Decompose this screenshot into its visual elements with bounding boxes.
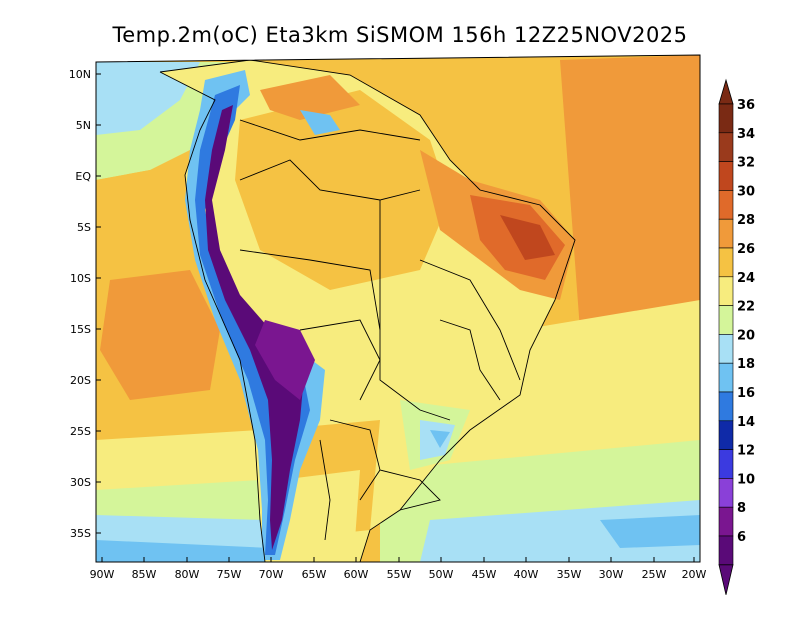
colorbar-swatch bbox=[718, 478, 734, 508]
atlantic-south-mild bbox=[420, 300, 700, 470]
colorbar-swatch bbox=[718, 535, 734, 566]
lon-label-20w: 20W bbox=[682, 568, 707, 581]
lat-label-5s: 5S bbox=[77, 221, 91, 234]
pacific-south-coldest bbox=[96, 540, 270, 562]
colorbar-label: 16 bbox=[737, 386, 755, 401]
border-brazil-inner bbox=[379, 200, 451, 421]
lon-label-35w: 35W bbox=[557, 568, 582, 581]
lon-label-40w: 40W bbox=[514, 568, 539, 581]
border-bolivia bbox=[299, 319, 381, 401]
colorbar-swatch bbox=[718, 276, 734, 306]
altiplano-cold bbox=[255, 320, 315, 400]
northeast-brazil-hottest bbox=[500, 215, 555, 260]
colorbar-swatch bbox=[718, 391, 734, 422]
lat-label-10n: 10N bbox=[69, 68, 91, 81]
colorbar-swatch bbox=[718, 132, 734, 162]
map-frame bbox=[95, 54, 701, 563]
colorbar-label: 30 bbox=[737, 184, 755, 199]
temperature-field bbox=[96, 55, 700, 562]
colorbar-label: 18 bbox=[737, 357, 755, 372]
lon-label-75w: 75W bbox=[217, 568, 242, 581]
lat-ticks bbox=[96, 73, 101, 534]
lat-label-eq: EQ bbox=[75, 170, 91, 183]
colorbar-label: 12 bbox=[737, 444, 755, 459]
colorbar-swatch bbox=[718, 362, 734, 393]
lon-label-60w: 60W bbox=[344, 568, 369, 581]
colorbar-swatch bbox=[718, 305, 734, 335]
lat-label-10s: 10S bbox=[70, 272, 91, 285]
lon-label-55w: 55W bbox=[387, 568, 412, 581]
border-peru-brazil bbox=[239, 249, 381, 331]
south-brazil-cold-spot bbox=[430, 430, 450, 448]
colorbar-bottom-arrow bbox=[718, 564, 734, 595]
guiana-highlands-cool bbox=[300, 110, 340, 135]
atlantic-south-cold-patch bbox=[600, 515, 700, 548]
colorbar-label: 22 bbox=[737, 300, 755, 315]
lon-ticks bbox=[101, 557, 695, 562]
colorbar-swatch bbox=[718, 506, 734, 537]
lat-label-30s: 30S bbox=[70, 476, 91, 489]
lon-label-45w: 45W bbox=[472, 568, 497, 581]
colorbar-label: 28 bbox=[737, 213, 755, 228]
pacific-warm-patch bbox=[100, 270, 220, 400]
latitude-axis: 10N 5N EQ 5S 10S 15S 20S 25S 30S 35S bbox=[69, 68, 101, 540]
colorbar-swatch bbox=[718, 190, 734, 220]
colorbar: 36 34 32 30 28 26 24 22 20 18 16 14 12 10 8 6 bbox=[718, 78, 755, 595]
lon-label-30w: 30W bbox=[599, 568, 624, 581]
colorbar-swatch bbox=[718, 103, 734, 134]
colorbar-label: 24 bbox=[737, 271, 755, 286]
colorbar-swatch bbox=[718, 420, 734, 450]
figure-title: Temp.2m(oC) Eta3km SiSMOM 156h 12Z25NOV2… bbox=[111, 23, 687, 47]
colorbar-swatch bbox=[718, 449, 734, 479]
colorbar-top-arrow bbox=[718, 78, 734, 105]
colorbar-label: 6 bbox=[737, 530, 746, 545]
lon-label-70w: 70W bbox=[259, 568, 284, 581]
lat-label-35s: 35S bbox=[70, 527, 91, 540]
longitude-axis: 90W 85W 80W 75W 70W 65W 60W 55W 50W 45W … bbox=[90, 557, 707, 581]
lat-label-25s: 25S bbox=[70, 425, 91, 438]
lat-label-20s: 20S bbox=[70, 374, 91, 387]
colorbar-label: 20 bbox=[737, 328, 755, 343]
colorbar-label: 26 bbox=[737, 242, 755, 257]
country-borders bbox=[159, 59, 576, 562]
coastline-east bbox=[159, 59, 576, 562]
lon-label-65w: 65W bbox=[302, 568, 327, 581]
colorbar-label: 34 bbox=[737, 127, 755, 142]
argentina-mild bbox=[280, 470, 360, 545]
colorbar-label: 10 bbox=[737, 472, 755, 487]
border-states-2 bbox=[439, 319, 501, 401]
amazon-warm-region bbox=[235, 90, 450, 290]
colorbar-label: 36 bbox=[737, 98, 755, 113]
border-uruguay bbox=[379, 469, 441, 511]
lon-label-80w: 80W bbox=[175, 568, 200, 581]
colorbar-swatch bbox=[718, 247, 734, 278]
lon-label-85w: 85W bbox=[132, 568, 157, 581]
colorbar-swatch bbox=[718, 334, 734, 364]
colorbar-swatch bbox=[718, 218, 734, 249]
colorbar-label: 8 bbox=[737, 501, 746, 516]
colorbar-label: 32 bbox=[737, 156, 755, 171]
andes-coldest-band bbox=[205, 105, 305, 550]
colorbar-label: 14 bbox=[737, 415, 755, 430]
lon-label-25w: 25W bbox=[642, 568, 667, 581]
border-colombia-peru bbox=[239, 159, 421, 201]
atlantic-north-warm bbox=[560, 55, 700, 330]
lon-label-90w: 90W bbox=[90, 568, 115, 581]
lon-label-50w: 50W bbox=[429, 568, 454, 581]
venezuela-warm-region bbox=[260, 75, 360, 120]
colorbar-swatch bbox=[718, 161, 734, 191]
coastline-west bbox=[159, 71, 266, 562]
pacific-nw-cool-zone bbox=[96, 62, 200, 135]
border-chile-argentina bbox=[319, 439, 331, 541]
border-states-1 bbox=[419, 259, 521, 381]
border-argentina bbox=[329, 419, 381, 501]
lat-label-15s: 15S bbox=[70, 323, 91, 336]
lat-label-5n: 5N bbox=[76, 119, 91, 132]
border-north bbox=[239, 119, 421, 141]
